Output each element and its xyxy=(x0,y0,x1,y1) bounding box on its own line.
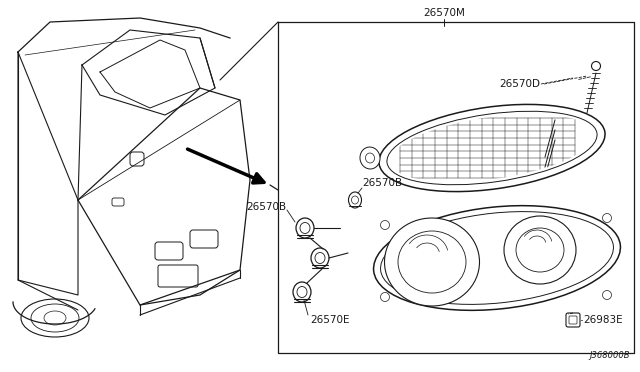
Ellipse shape xyxy=(31,304,79,332)
FancyBboxPatch shape xyxy=(112,198,124,206)
Ellipse shape xyxy=(300,222,310,234)
FancyBboxPatch shape xyxy=(190,230,218,248)
Text: 26570B: 26570B xyxy=(246,202,286,212)
Ellipse shape xyxy=(516,228,564,272)
Ellipse shape xyxy=(311,248,329,268)
Ellipse shape xyxy=(602,214,611,222)
Text: 26983E: 26983E xyxy=(583,315,623,325)
Ellipse shape xyxy=(296,218,314,238)
Text: J368000B: J368000B xyxy=(589,351,630,360)
Ellipse shape xyxy=(360,147,380,169)
Text: 26570B: 26570B xyxy=(362,178,402,188)
Ellipse shape xyxy=(293,282,311,302)
FancyBboxPatch shape xyxy=(155,242,183,260)
Ellipse shape xyxy=(602,291,611,299)
Ellipse shape xyxy=(374,206,620,310)
Ellipse shape xyxy=(315,253,325,263)
FancyBboxPatch shape xyxy=(130,152,144,166)
FancyBboxPatch shape xyxy=(569,316,577,324)
Ellipse shape xyxy=(349,192,362,208)
Text: 26570M: 26570M xyxy=(423,8,465,18)
Ellipse shape xyxy=(385,218,479,306)
FancyBboxPatch shape xyxy=(158,265,198,287)
Text: 26570E: 26570E xyxy=(310,315,349,325)
FancyBboxPatch shape xyxy=(566,313,580,327)
Text: 26570D: 26570D xyxy=(499,79,540,89)
Ellipse shape xyxy=(21,299,89,337)
Ellipse shape xyxy=(591,61,600,71)
Ellipse shape xyxy=(381,212,614,304)
Ellipse shape xyxy=(379,105,605,192)
Ellipse shape xyxy=(381,292,390,301)
Ellipse shape xyxy=(44,311,66,325)
Ellipse shape xyxy=(504,216,576,284)
Ellipse shape xyxy=(387,111,597,185)
Ellipse shape xyxy=(365,153,374,163)
Ellipse shape xyxy=(351,196,358,204)
Ellipse shape xyxy=(381,221,390,230)
Ellipse shape xyxy=(297,286,307,298)
Ellipse shape xyxy=(398,231,466,293)
